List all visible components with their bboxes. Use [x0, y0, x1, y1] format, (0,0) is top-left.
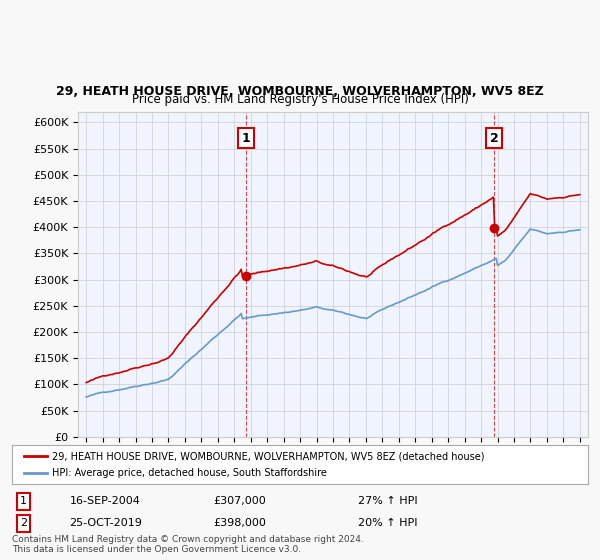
- Text: 1: 1: [242, 132, 250, 144]
- Text: £398,000: £398,000: [214, 519, 266, 529]
- Text: HPI: Average price, detached house, South Staffordshire: HPI: Average price, detached house, Sout…: [52, 468, 327, 478]
- Text: 16-SEP-2004: 16-SEP-2004: [70, 496, 140, 506]
- Text: 2: 2: [20, 519, 27, 529]
- Text: £307,000: £307,000: [214, 496, 266, 506]
- Text: 29, HEATH HOUSE DRIVE, WOMBOURNE, WOLVERHAMPTON, WV5 8EZ: 29, HEATH HOUSE DRIVE, WOMBOURNE, WOLVER…: [56, 85, 544, 98]
- Text: 20% ↑ HPI: 20% ↑ HPI: [358, 519, 417, 529]
- Text: 2: 2: [490, 132, 499, 144]
- Text: Price paid vs. HM Land Registry's House Price Index (HPI): Price paid vs. HM Land Registry's House …: [131, 94, 469, 106]
- Text: 1: 1: [20, 496, 27, 506]
- Text: 29, HEATH HOUSE DRIVE, WOMBOURNE, WOLVERHAMPTON, WV5 8EZ (detached house): 29, HEATH HOUSE DRIVE, WOMBOURNE, WOLVER…: [52, 451, 485, 461]
- Text: 27% ↑ HPI: 27% ↑ HPI: [358, 496, 417, 506]
- Text: 25-OCT-2019: 25-OCT-2019: [70, 519, 142, 529]
- Text: Contains HM Land Registry data © Crown copyright and database right 2024.
This d: Contains HM Land Registry data © Crown c…: [12, 535, 364, 554]
